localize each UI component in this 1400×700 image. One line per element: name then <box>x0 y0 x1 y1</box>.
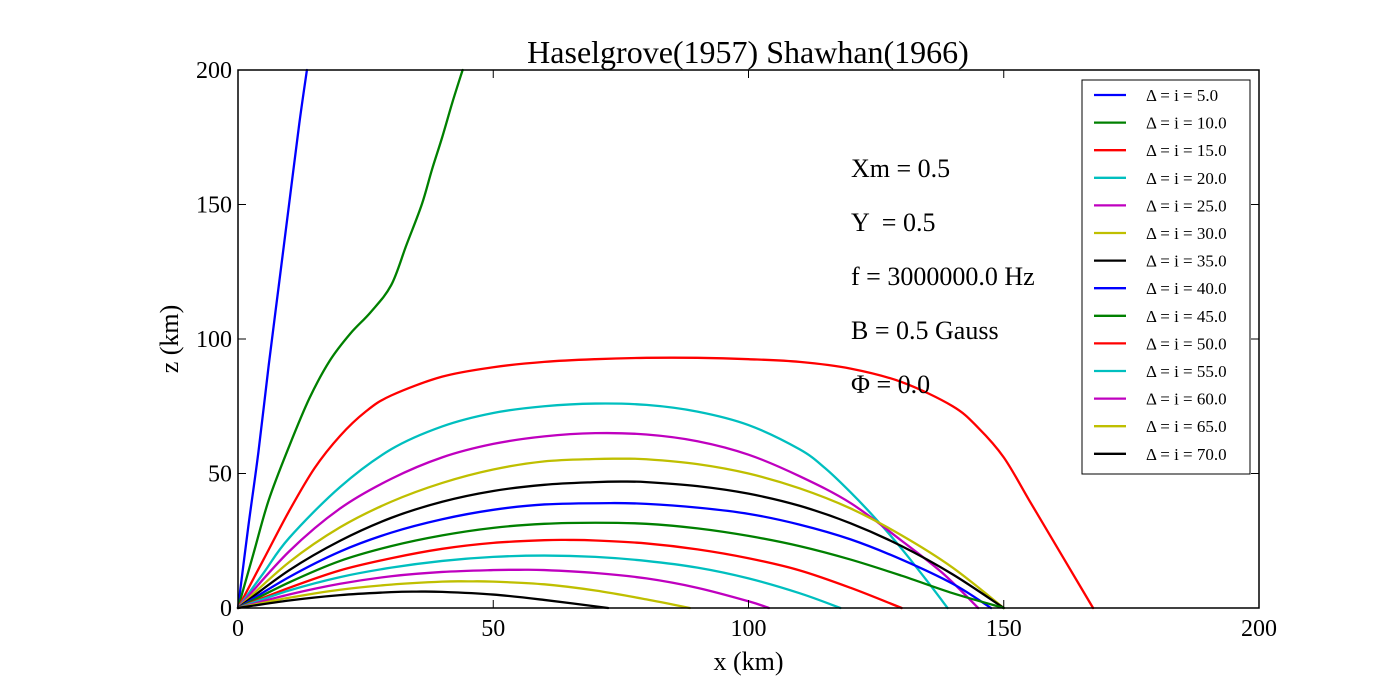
annotation-xm: Xm = 0.5 <box>851 154 950 183</box>
legend-label-10: Δ = i = 50.0 <box>1146 334 1227 353</box>
annotation-frequency: f = 3000000.0 Hz <box>851 262 1035 291</box>
legend-label-9: Δ = i = 45.0 <box>1146 307 1227 326</box>
x-tick-label: 0 <box>232 616 244 642</box>
series-line-10 <box>236 538 903 610</box>
series-line-11 <box>236 554 842 610</box>
x-tick-label: 200 <box>1241 616 1277 642</box>
legend: Δ = i = 5.0 Δ = i = 10.0 Δ = i = 15.0 Δ = i… <box>1081 79 1251 475</box>
legend-label-3: Δ = i = 15.0 <box>1146 141 1227 160</box>
y-tick-label: 200 <box>196 58 232 84</box>
y-tick-label: 150 <box>196 193 232 219</box>
legend-label-8: Δ = i = 40.0 <box>1146 279 1227 298</box>
legend-label-4: Δ = i = 20.0 <box>1146 169 1227 188</box>
series-line-8 <box>236 501 993 610</box>
legend-label-14: Δ = i = 70.0 <box>1146 445 1227 464</box>
annotation-y: Y = 0.5 <box>851 208 935 237</box>
series-line-7 <box>236 480 1005 610</box>
series-line-14 <box>236 590 610 610</box>
chart-title: Haselgrove(1957) Shawhan(1966) <box>527 34 969 70</box>
series-line-2 <box>236 68 464 610</box>
x-tick-label: 150 <box>986 616 1022 642</box>
ticks-layer: 0 50 100 150 200 0 50 100 150 200 <box>196 58 1277 642</box>
legend-label-5: Δ = i = 25.0 <box>1146 196 1227 215</box>
legend-label-12: Δ = i = 60.0 <box>1146 390 1227 409</box>
series-line-3 <box>236 356 1095 610</box>
annotation-phi: Φ = 0.0 <box>851 370 930 399</box>
y-tick-label: 50 <box>208 462 232 488</box>
legend-label-6: Δ = i = 30.0 <box>1146 224 1227 243</box>
x-tick-label: 100 <box>731 616 767 642</box>
series-line-12 <box>236 568 771 610</box>
legend-box <box>1081 79 1251 475</box>
annotation-layer: Xm = 0.5 Y = 0.5 f = 3000000.0 Hz B = 0.… <box>851 154 1035 399</box>
legend-label-1: Δ = i = 5.0 <box>1146 86 1218 105</box>
legend-label-11: Δ = i = 55.0 <box>1146 362 1227 381</box>
y-tick-label: 100 <box>196 327 232 353</box>
series-line-6 <box>236 457 1005 610</box>
series-line-13 <box>236 580 691 610</box>
series-line-9 <box>236 521 1005 610</box>
legend-label-13: Δ = i = 65.0 <box>1146 417 1227 436</box>
x-axis-label: x (km) <box>713 647 783 676</box>
series-line-1 <box>236 68 309 610</box>
series-layer <box>236 68 1095 610</box>
y-tick-label: 0 <box>220 596 232 622</box>
legend-label-7: Δ = i = 35.0 <box>1146 252 1227 271</box>
x-tick-label: 50 <box>481 616 505 642</box>
legend-label-2: Δ = i = 10.0 <box>1146 114 1227 133</box>
series-line-4 <box>236 402 949 610</box>
annotation-field: B = 0.5 Gauss <box>851 316 999 345</box>
y-axis-label: z (km) <box>155 305 184 374</box>
